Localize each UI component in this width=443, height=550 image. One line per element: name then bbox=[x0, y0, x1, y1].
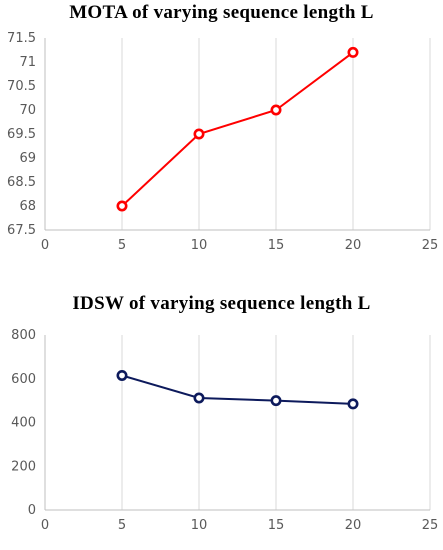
x-tick-label: 0 bbox=[41, 518, 49, 533]
data-point-marker bbox=[347, 398, 359, 410]
data-point-marker bbox=[116, 369, 128, 381]
x-tick-label: 20 bbox=[345, 238, 362, 253]
idsw-chart-title: IDSW of varying sequence length L bbox=[72, 293, 371, 314]
y-tick-label: 69.5 bbox=[7, 127, 36, 142]
data-point-marker bbox=[270, 104, 282, 116]
y-tick-label: 0 bbox=[28, 503, 36, 518]
y-tick-label: 68.5 bbox=[7, 175, 36, 190]
data-point-marker bbox=[193, 392, 205, 404]
x-tick-label: 15 bbox=[268, 238, 285, 253]
y-tick-label: 68 bbox=[19, 199, 36, 214]
data-point-marker bbox=[193, 128, 205, 140]
data-point-marker bbox=[116, 200, 128, 212]
y-tick-label: 70.5 bbox=[7, 79, 36, 94]
mota-chart-title: MOTA of varying sequence length L bbox=[69, 2, 374, 23]
x-tick-label: 25 bbox=[422, 518, 439, 533]
x-tick-label: 10 bbox=[191, 238, 208, 253]
idsw-chart-plot: 0 200 400 600 800 0 5 10 15 20 25 bbox=[11, 328, 439, 533]
x-tick-label: 5 bbox=[118, 518, 126, 533]
y-tick-label: 69 bbox=[19, 151, 36, 166]
y-tick-label: 600 bbox=[11, 372, 36, 387]
series-line bbox=[121, 374, 354, 405]
mota-chart-plot: 67.5 68 68.5 69 69.5 70 70.5 71 71.5 0 5 10 15 20 25 bbox=[7, 31, 439, 253]
y-tick-label: 200 bbox=[11, 459, 36, 474]
x-tick-label: 5 bbox=[118, 238, 126, 253]
x-tick-label: 25 bbox=[422, 238, 439, 253]
x-tick-label: 10 bbox=[191, 518, 208, 533]
y-tick-label: 71 bbox=[19, 55, 36, 70]
data-point-marker bbox=[347, 46, 359, 58]
data-point-marker bbox=[270, 395, 282, 407]
mota-chart: MOTA of varying sequence length L 67.5 68… bbox=[0, 0, 443, 255]
idsw-chart: IDSW of varying sequence length L 0 200 40… bbox=[0, 275, 443, 550]
y-tick-label: 67.5 bbox=[7, 223, 36, 238]
y-tick-label: 800 bbox=[11, 328, 36, 343]
x-tick-label: 15 bbox=[268, 518, 285, 533]
series-line bbox=[121, 51, 354, 207]
x-tick-label: 20 bbox=[345, 518, 362, 533]
y-tick-label: 70 bbox=[19, 103, 36, 118]
y-tick-label: 400 bbox=[11, 416, 36, 431]
y-tick-label: 71.5 bbox=[7, 31, 36, 46]
x-tick-label: 0 bbox=[41, 238, 49, 253]
